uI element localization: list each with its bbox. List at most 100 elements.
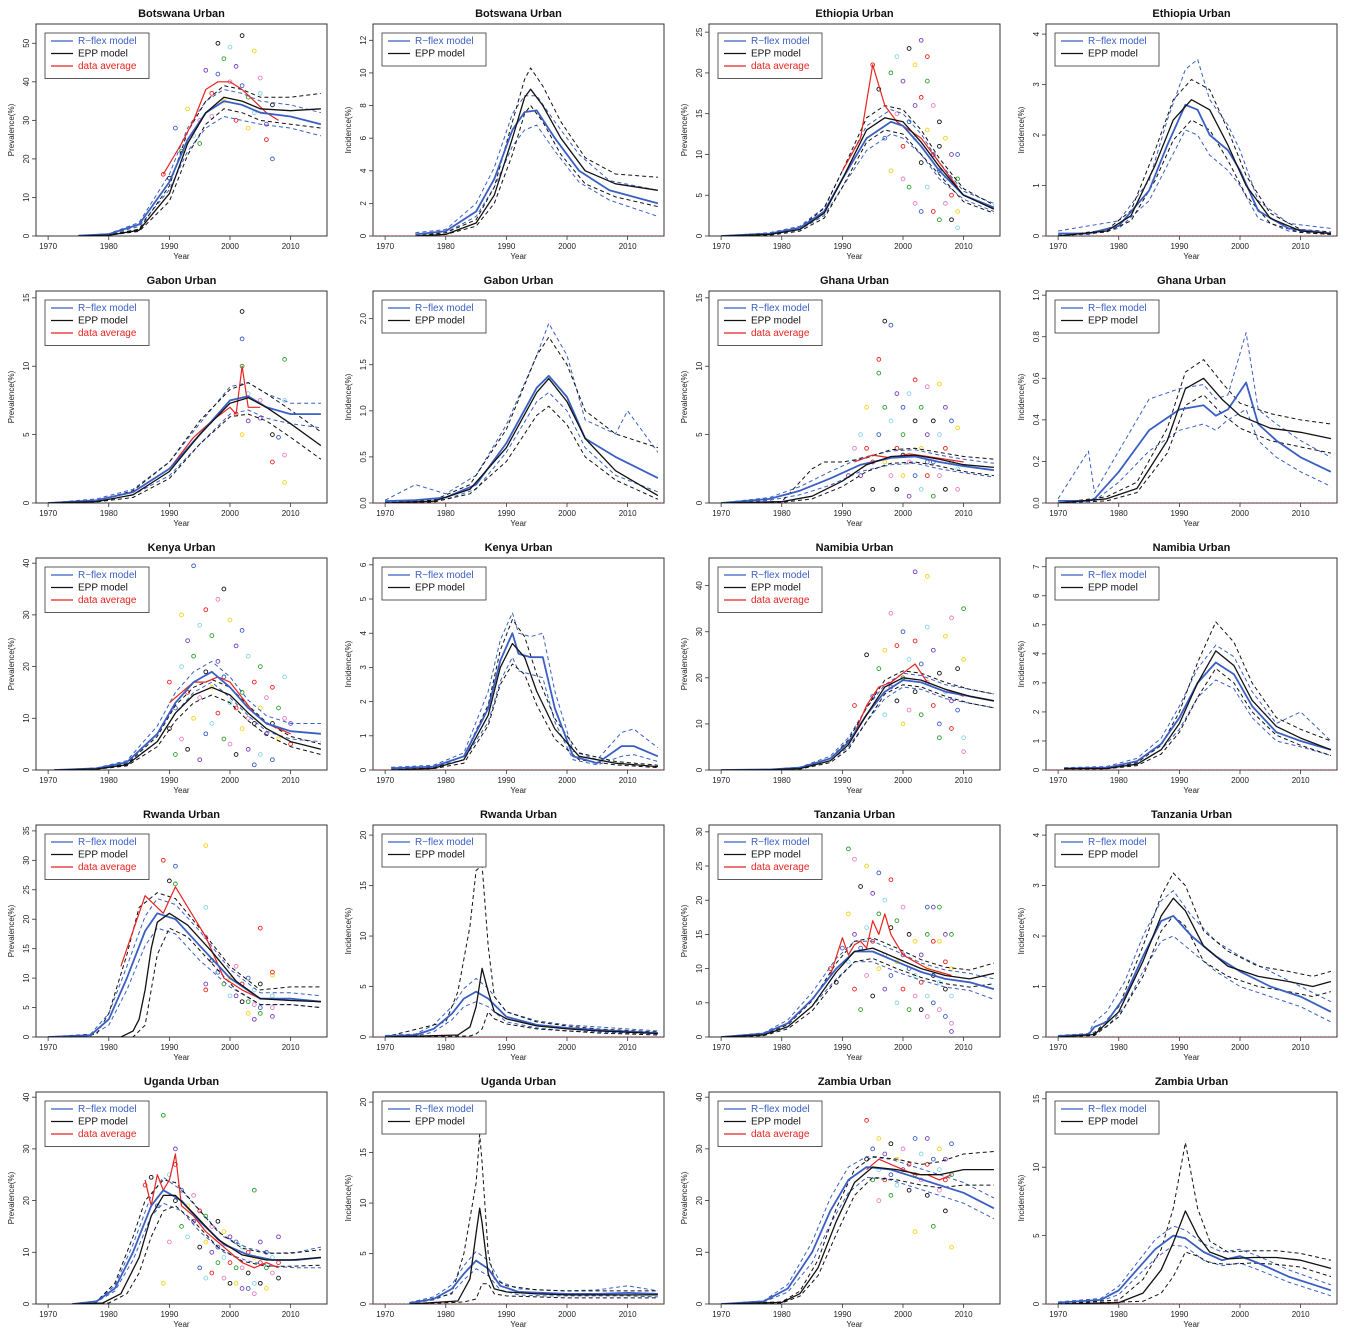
y-tick-label: 0 <box>695 1301 704 1306</box>
y-tick-label: 10 <box>22 361 31 370</box>
data-point <box>924 54 930 59</box>
data-point <box>221 56 227 62</box>
x-axis-label: Year <box>1183 1053 1200 1062</box>
data-point <box>233 1239 239 1245</box>
data-point <box>924 904 930 910</box>
data-point <box>233 993 239 999</box>
y-tick-label: 3 <box>1032 82 1041 87</box>
y-tick-label: 5 <box>22 1005 31 1010</box>
y-tick-label: 15 <box>695 109 704 118</box>
legend-box <box>1054 299 1159 334</box>
plot-frame <box>708 23 1001 237</box>
data-point <box>949 993 954 999</box>
data-point <box>288 741 293 747</box>
data-point <box>276 434 281 440</box>
plot-frame <box>708 824 1001 1038</box>
data-point <box>282 674 287 680</box>
chart-panel: Namibia Urban 1970 1980 1990 2000 2010 Year 0 1 2… <box>1017 542 1337 795</box>
x-tick-label: 1970 <box>1049 242 1067 251</box>
chart-panel: Rwanda Urban 1970 1980 1990 2000 2010 Year 0 5 10… <box>7 809 328 1062</box>
data-average-line <box>120 886 261 1000</box>
chart-title: Zambia Urban <box>818 1076 892 1088</box>
epp-lower-bound-line <box>721 461 994 503</box>
data-point <box>961 657 966 662</box>
data-point <box>191 563 196 569</box>
y-axis-label: Prevalence(%) <box>7 1171 16 1224</box>
data-point <box>257 1239 263 1245</box>
data-point <box>918 37 924 43</box>
data-point <box>876 911 882 917</box>
x-tick-label: 2000 <box>558 776 576 785</box>
data-point <box>888 418 894 424</box>
epp-upper-bound-line <box>1057 1142 1331 1304</box>
data-point <box>955 425 960 431</box>
x-tick-label: 1980 <box>773 242 791 251</box>
rflex-upper-bound-line <box>721 1156 995 1304</box>
chart-panel: Uganda Urban 1970 1980 1990 2000 2010 Year 0 10 2… <box>7 1076 328 1329</box>
data-point <box>918 404 924 410</box>
data-point <box>937 1187 942 1193</box>
rflex-lower-bound-line <box>721 462 994 503</box>
legend-label-epp: EPP model <box>751 49 801 60</box>
x-tick-label: 1990 <box>1170 242 1188 251</box>
data-average-line <box>144 1153 279 1269</box>
data-point <box>852 986 857 992</box>
x-tick-label: 1980 <box>773 1310 791 1319</box>
data-point <box>955 666 960 671</box>
data-point <box>270 1005 275 1010</box>
data-point <box>876 666 882 671</box>
x-axis-label: Year <box>1183 786 1200 795</box>
data-point <box>173 881 178 887</box>
data-point <box>900 1146 906 1152</box>
y-tick-label: 0 <box>22 767 31 772</box>
data-point <box>215 710 221 716</box>
data-average-line <box>829 913 952 977</box>
epp-upper-bound-line <box>390 619 658 770</box>
data-point <box>912 569 918 575</box>
data-point <box>882 135 888 141</box>
y-tick-label: 15 <box>695 929 704 938</box>
data-point <box>282 357 287 362</box>
data-point <box>949 1244 954 1250</box>
y-tick-label: 5 <box>695 192 704 197</box>
x-tick-label: 2010 <box>955 1043 973 1052</box>
data-point <box>955 707 960 713</box>
data-point <box>894 918 900 924</box>
data-point <box>191 715 196 721</box>
x-tick-label: 1990 <box>1170 509 1188 518</box>
x-tick-label: 1970 <box>1049 509 1067 518</box>
data-point <box>239 1244 245 1250</box>
data-point <box>227 1280 233 1286</box>
data-point <box>937 381 942 387</box>
data-point <box>209 633 215 638</box>
y-tick-label: 10 <box>22 1247 31 1256</box>
x-axis-label: Year <box>1183 1320 1200 1329</box>
epp-model-line <box>721 1166 994 1304</box>
rflex-upper-bound-line <box>72 1176 322 1304</box>
data-point <box>239 1265 245 1271</box>
data-point <box>900 176 906 182</box>
y-tick-label: 50 <box>22 38 31 47</box>
data-point <box>179 664 184 669</box>
y-tick-label: 10 <box>359 1198 368 1207</box>
data-point <box>900 143 906 149</box>
rflex-upper-bound-line <box>78 89 322 236</box>
legend-label-rflex: R−flex model <box>415 570 474 581</box>
data-point <box>937 168 942 174</box>
y-tick-label: 40 <box>22 1092 31 1101</box>
data-point <box>912 689 918 695</box>
x-tick-label: 1990 <box>1170 1043 1188 1052</box>
chart-panel: Zambia Urban 1970 1980 1990 2000 2010 Year 0 10 2… <box>680 1076 1001 1329</box>
y-tick-label: 12 <box>359 35 368 44</box>
x-tick-label: 1980 <box>773 776 791 785</box>
x-tick-label: 2000 <box>1231 509 1249 518</box>
data-point <box>264 1265 269 1271</box>
data-point <box>233 1280 239 1286</box>
epp-model-line <box>72 1194 321 1304</box>
legend-label-epp: EPP model <box>751 316 801 327</box>
data-point <box>906 707 912 713</box>
legend-box <box>1054 32 1159 67</box>
data-point <box>955 209 960 214</box>
rflex-lower-bound-line <box>1057 1244 1331 1304</box>
data-point <box>257 398 263 403</box>
